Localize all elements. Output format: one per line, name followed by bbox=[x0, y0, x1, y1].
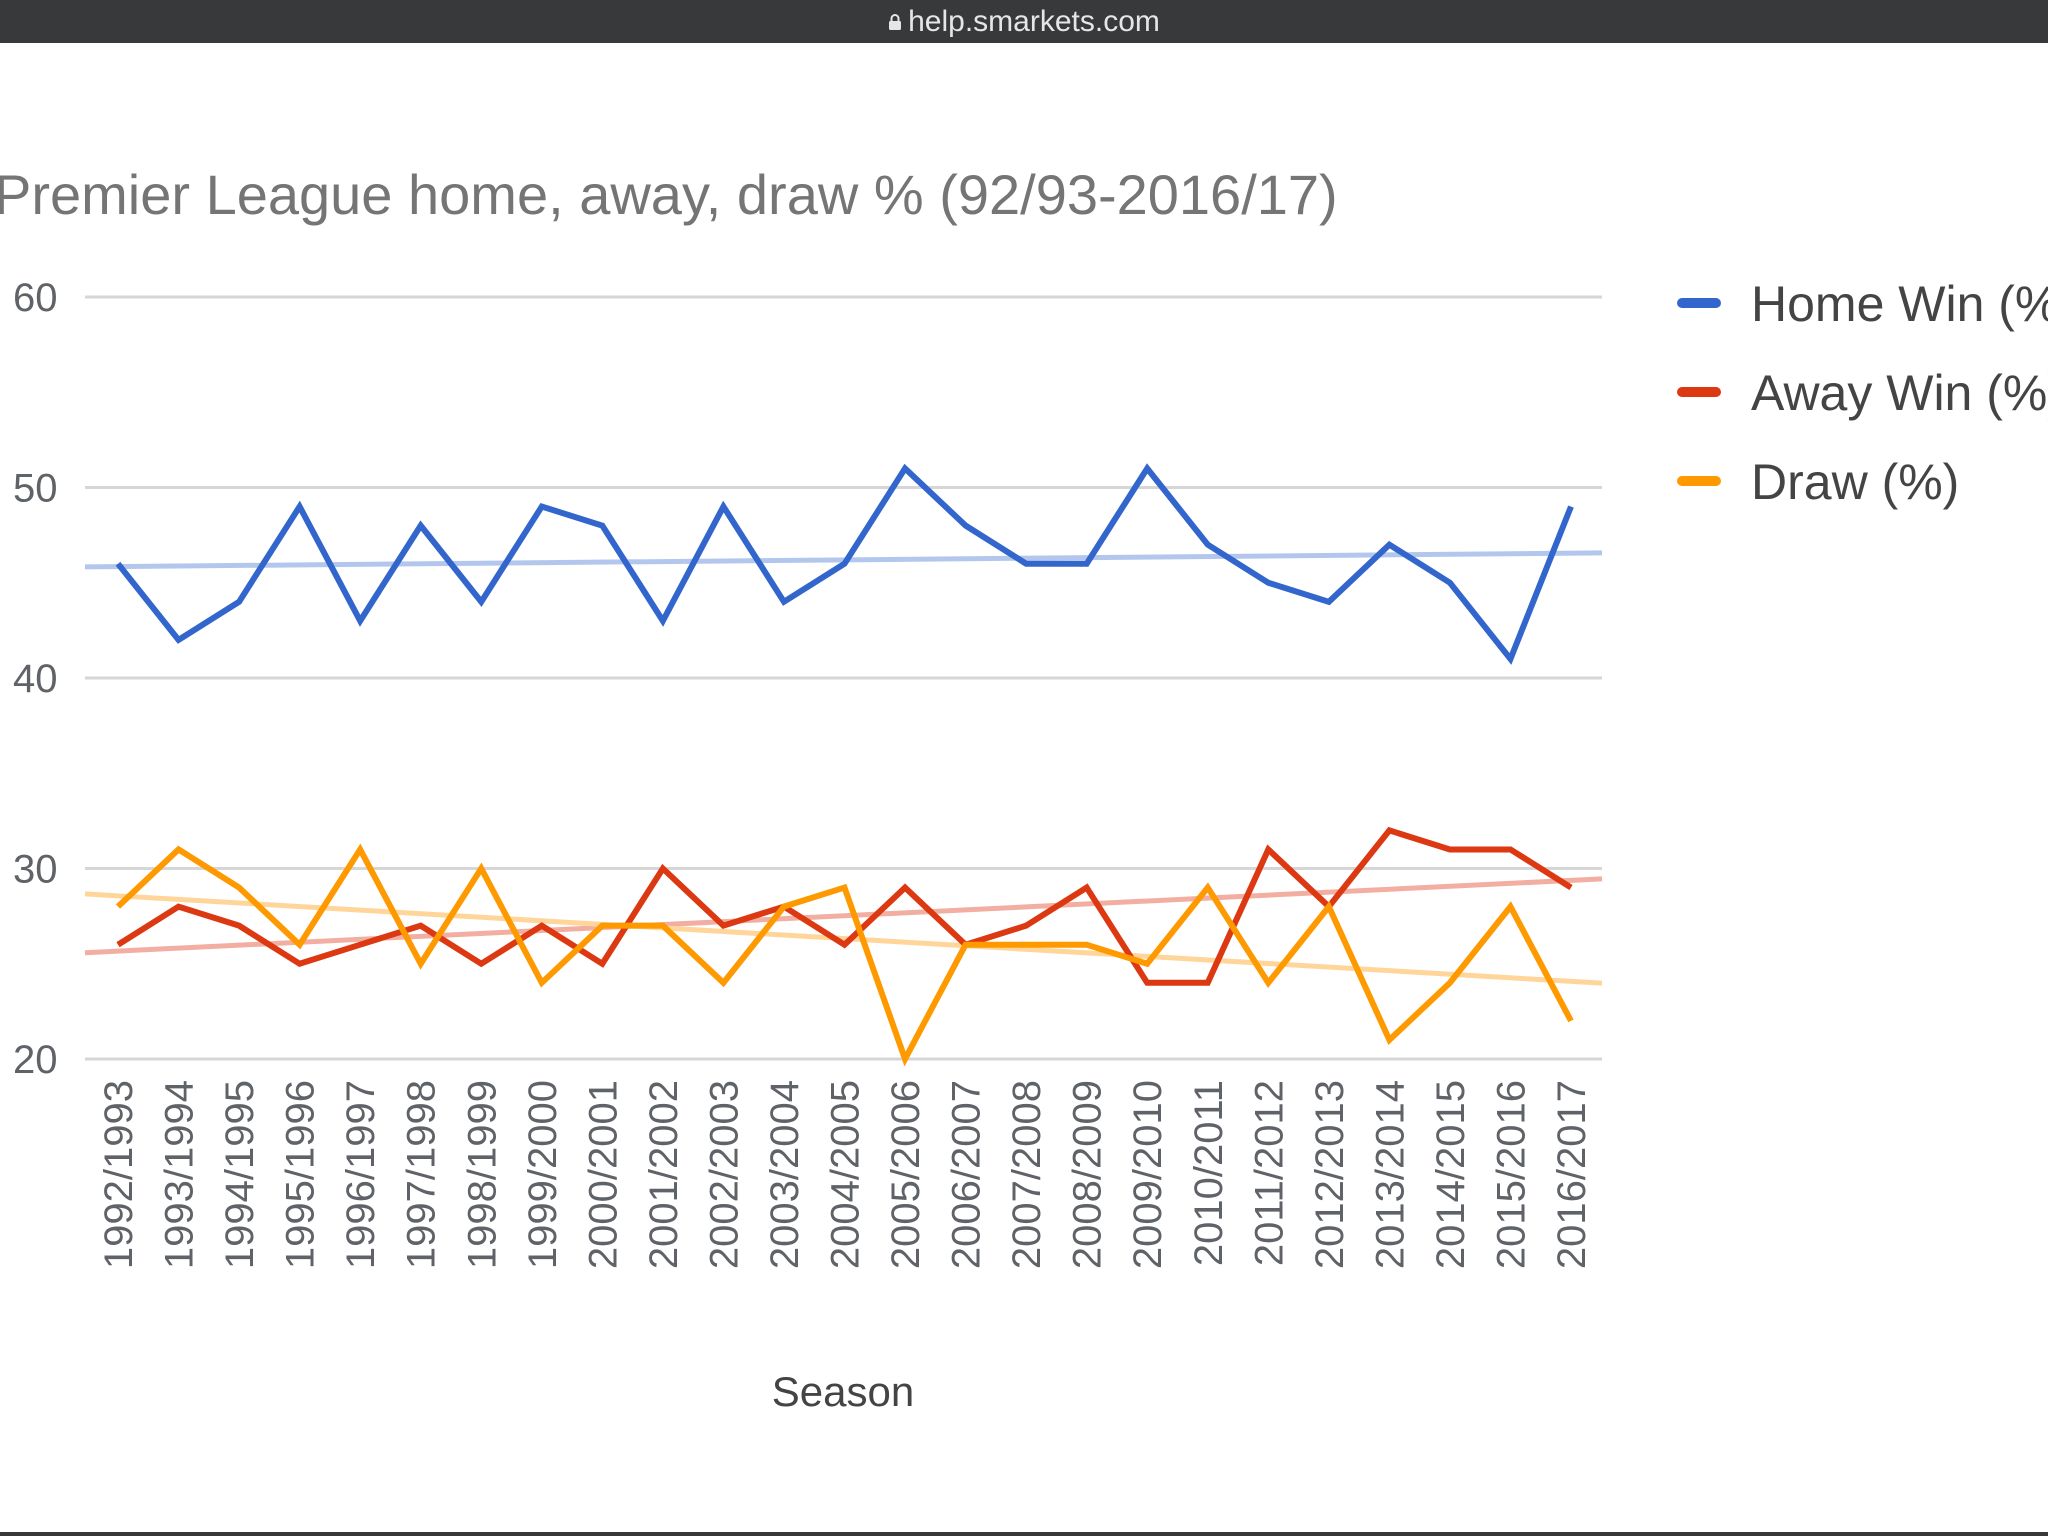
x-tick-label: 2010/2011 bbox=[1187, 1080, 1231, 1266]
x-tick-label: 1998/1999 bbox=[460, 1080, 504, 1269]
x-axis-label: Season bbox=[772, 1368, 914, 1415]
x-tick-label: 2001/2002 bbox=[642, 1080, 686, 1269]
x-tick-label: 1999/2000 bbox=[521, 1080, 565, 1269]
x-tick-label: 2014/2015 bbox=[1429, 1080, 1473, 1269]
y-tick-label: 40 bbox=[13, 657, 58, 701]
legend: Home Win (%) Away Win (%) Draw (%) bbox=[1677, 276, 2048, 510]
x-tick-label: 2004/2005 bbox=[824, 1080, 868, 1269]
x-tick-label: 2011/2012 bbox=[1247, 1080, 1291, 1266]
series-lines bbox=[115, 463, 1574, 1067]
x-tick-label: 2007/2008 bbox=[1005, 1080, 1049, 1269]
y-axis-ticks: 20 30 40 50 60 bbox=[13, 276, 58, 1082]
legend-label-0: Home Win (%) bbox=[1751, 276, 2048, 332]
bottom-bar bbox=[0, 1532, 2048, 1536]
legend-label-1: Away Win (%) bbox=[1751, 365, 2048, 421]
x-tick-label: 2016/2017 bbox=[1550, 1080, 1594, 1269]
x-tick-label: 2013/2014 bbox=[1368, 1080, 1412, 1269]
x-axis-ticks: 1992/1993 1993/1994 1994/1995 1995/1996 1996… bbox=[97, 1080, 1594, 1269]
series-line-2 bbox=[115, 843, 1574, 1067]
legend-label-2: Draw (%) bbox=[1751, 454, 1959, 510]
line-chart: Premier League home, away, draw % (92/93… bbox=[0, 163, 2048, 1415]
x-tick-label: 2012/2013 bbox=[1308, 1080, 1352, 1269]
x-tick-label: 2000/2001 bbox=[581, 1080, 625, 1269]
y-tick-label: 30 bbox=[13, 848, 58, 892]
browser-url-bar[interactable]: help.smarkets.com bbox=[0, 0, 2048, 43]
x-tick-label: 1992/1993 bbox=[97, 1080, 141, 1269]
lock-icon bbox=[888, 0, 902, 43]
x-tick-label: 2008/2009 bbox=[1066, 1080, 1110, 1269]
x-tick-label: 2005/2006 bbox=[884, 1080, 928, 1269]
x-tick-label: 2002/2003 bbox=[702, 1080, 746, 1269]
x-tick-label: 2009/2010 bbox=[1126, 1080, 1170, 1269]
x-tick-label: 1996/1997 bbox=[339, 1080, 383, 1269]
grid-lines bbox=[85, 295, 1602, 1061]
trend-lines bbox=[84, 550, 1603, 986]
x-tick-label: 1993/1994 bbox=[158, 1080, 202, 1269]
chart-title: Premier League home, away, draw % (92/93… bbox=[0, 163, 1338, 226]
x-tick-label: 2006/2007 bbox=[945, 1080, 989, 1269]
x-tick-label: 1997/1998 bbox=[400, 1080, 444, 1269]
x-tick-label: 2003/2004 bbox=[763, 1080, 807, 1269]
url-text: help.smarkets.com bbox=[908, 5, 1160, 38]
series-line-0 bbox=[115, 463, 1574, 665]
trendline-1 bbox=[84, 876, 1603, 956]
y-tick-label: 20 bbox=[13, 1038, 58, 1082]
y-tick-label: 60 bbox=[13, 276, 58, 320]
x-tick-label: 1995/1996 bbox=[279, 1080, 323, 1269]
x-tick-label: 2015/2016 bbox=[1489, 1080, 1533, 1269]
x-tick-label: 1994/1995 bbox=[218, 1080, 262, 1269]
trendline-2 bbox=[84, 891, 1603, 986]
y-tick-label: 50 bbox=[13, 467, 58, 511]
